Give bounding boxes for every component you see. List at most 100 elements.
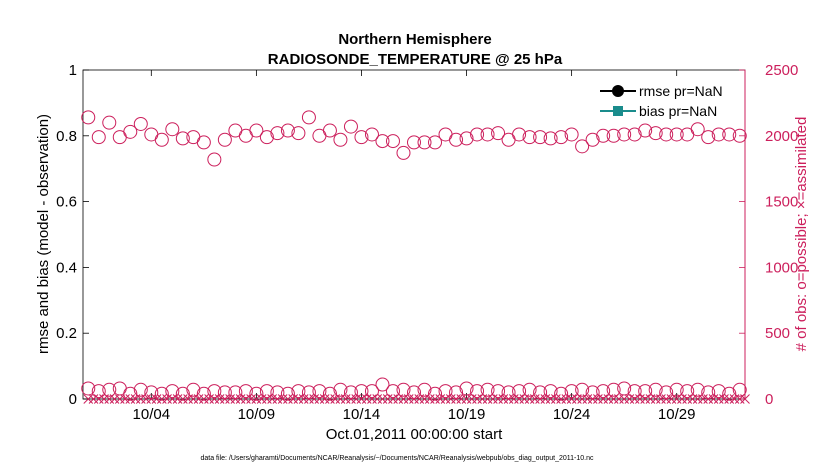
obs-assimilated-point xyxy=(346,394,356,404)
obs-possible-point xyxy=(522,382,537,397)
obs-assimilated-point xyxy=(93,394,104,404)
obs-assimilated-point xyxy=(477,394,488,404)
obs-possible-point xyxy=(491,384,506,399)
obs-possible-point xyxy=(459,381,474,396)
obs-assimilated-point xyxy=(708,394,719,404)
obs-possible-point xyxy=(154,132,169,147)
obs-possible-point xyxy=(428,386,443,401)
obs-assimilated-point xyxy=(325,394,335,404)
obs-possible-point xyxy=(669,127,684,142)
obs-assimilated-point xyxy=(640,394,651,404)
obs-possible-point xyxy=(648,126,663,141)
obs-assimilated-point xyxy=(293,394,304,404)
left-y-axis-label: rmse and bias (model - observation) xyxy=(35,114,52,354)
obs-possible-point xyxy=(301,110,316,125)
obs-possible-point xyxy=(627,127,642,142)
obs-possible-point xyxy=(165,122,180,137)
obs-possible-point xyxy=(585,132,600,147)
obs-assimilated-point xyxy=(151,394,162,404)
obs-possible-point xyxy=(333,382,348,397)
obs-possible-point xyxy=(207,384,222,399)
obs-possible-point xyxy=(428,135,443,150)
obs-possible-point xyxy=(196,386,211,401)
obs-assimilated-point xyxy=(603,394,614,404)
obs-assimilated-point xyxy=(135,394,146,404)
obs-possible-point xyxy=(617,127,632,142)
obs-assimilated-point xyxy=(456,394,467,404)
obs-assimilated-point xyxy=(487,394,498,404)
x-tick-label: 10/09 xyxy=(238,406,276,423)
obs-assimilated-point xyxy=(177,394,188,404)
obs-possible-point xyxy=(354,384,369,399)
chart-title: Northern Hemisphere xyxy=(338,31,491,48)
obs-assimilated-point xyxy=(703,394,714,404)
obs-possible-point xyxy=(554,386,569,401)
obs-assimilated-point xyxy=(645,394,656,404)
obs-assimilated-point xyxy=(241,394,251,404)
obs-possible-point xyxy=(732,128,747,143)
obs-possible-point xyxy=(701,130,716,145)
footnote: data file: /Users/gharamti/Documents/NCA… xyxy=(200,455,594,462)
obs-assimilated-point xyxy=(519,394,530,404)
obs-assimilated-point xyxy=(377,394,388,404)
right-y-tick-label: 1000 xyxy=(765,259,798,276)
obs-assimilated-point xyxy=(125,394,136,404)
obs-possible-point xyxy=(123,124,138,139)
obs-possible-point xyxy=(690,122,705,137)
obs-possible-point xyxy=(364,384,379,399)
obs-possible-point xyxy=(543,131,558,146)
obs-assimilated-point xyxy=(256,394,267,404)
legend: rmse pr=NaN bias pr=NaN xyxy=(592,78,739,122)
obs-assimilated-point xyxy=(172,394,183,404)
x-axis: 10/04 10/09 10/14 10/19 10/24 10/29 xyxy=(133,70,695,423)
obs-possible-point xyxy=(417,135,432,150)
left-y-tick-label: 1 xyxy=(69,62,77,79)
obs-assimilated-point xyxy=(183,394,193,404)
right-y-tick-label: 2500 xyxy=(765,62,798,79)
obs-assimilated-point xyxy=(687,394,698,404)
obs-assimilated-point xyxy=(514,394,524,404)
obs-possible-point xyxy=(196,135,211,150)
x-tick-label: 10/04 xyxy=(133,406,171,423)
legend-rmse-marker xyxy=(612,85,624,97)
obs-assimilated-point xyxy=(298,394,309,404)
obs-assimilated-point xyxy=(472,394,482,404)
obs-assimilated-point xyxy=(740,394,750,404)
left-y-tick-label: 0.8 xyxy=(56,128,77,145)
obs-possible-point xyxy=(522,130,537,145)
obs-assimilated-point xyxy=(677,394,687,404)
chart-subtitle: RADIOSONDE_TEMPERATURE @ 25 hPa xyxy=(268,51,563,68)
obs-assimilated-point xyxy=(246,394,256,404)
obs-possible-point xyxy=(564,384,579,399)
obs-possible-point xyxy=(470,127,485,142)
obs-assimilated-point xyxy=(198,394,209,404)
x-axis-label: Oct.01,2011 00:00:00 start xyxy=(326,426,503,443)
obs-possible-point xyxy=(364,127,379,142)
obs-possible-point xyxy=(596,128,611,143)
obs-possible-point xyxy=(375,377,390,392)
obs-assimilated-point xyxy=(288,394,299,404)
left-y-tick-label: 0 xyxy=(69,391,77,408)
obs-assimilated-point xyxy=(99,394,109,404)
obs-possible-point xyxy=(669,382,684,397)
obs-assimilated-point xyxy=(104,394,115,404)
obs-possible-point xyxy=(680,384,695,399)
obs-assimilated-point xyxy=(656,394,666,404)
obs-assimilated-point xyxy=(624,394,635,404)
obs-assimilated-point xyxy=(120,394,130,404)
obs-assimilated-point xyxy=(419,394,430,404)
right-y-tick-label: 500 xyxy=(765,325,790,342)
obs-assimilated-point xyxy=(493,394,503,404)
obs-assimilated-point xyxy=(141,394,151,404)
obs-possible-point xyxy=(259,130,274,145)
obs-assimilated-point xyxy=(498,394,509,404)
obs-assimilated-point xyxy=(83,394,94,404)
obs-possible-point xyxy=(354,130,369,145)
obs-possible-point xyxy=(217,132,232,147)
obs-assimilated-point xyxy=(551,394,561,404)
x-tick-label: 10/14 xyxy=(343,406,381,423)
obs-possible-point xyxy=(512,384,527,399)
obs-possible-point xyxy=(480,382,495,397)
obs-assimilated-point xyxy=(330,394,341,404)
obs-assimilated-point xyxy=(340,394,351,404)
